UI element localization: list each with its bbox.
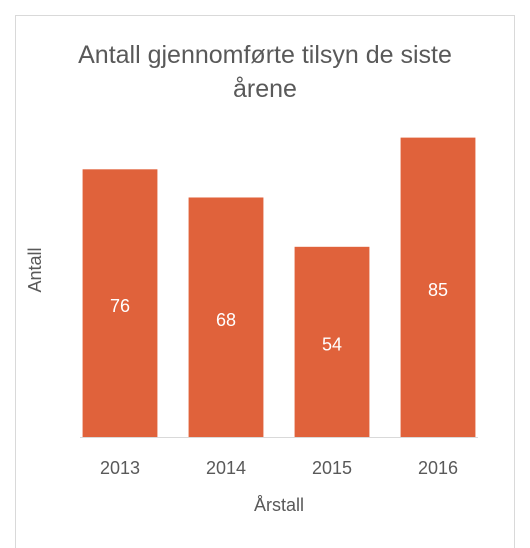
bar	[400, 137, 476, 437]
y-axis-label: Antall	[25, 247, 45, 292]
x-tick-label: 2015	[312, 458, 352, 478]
x-tick-label: 2013	[100, 458, 140, 478]
bar	[294, 246, 370, 437]
data-label: 76	[110, 296, 130, 316]
x-tick-label: 2014	[206, 458, 246, 478]
data-label: 85	[428, 280, 448, 300]
chart-frame	[15, 15, 515, 548]
bar	[188, 197, 264, 437]
x-axis-label: Årstall	[254, 495, 304, 515]
bar	[82, 169, 158, 438]
chart-title: Antall gjennomførte tilsyn de siste åren…	[78, 41, 452, 103]
x-tick-label: 2016	[418, 458, 458, 478]
data-label: 54	[322, 335, 342, 355]
data-label: 68	[216, 310, 236, 330]
